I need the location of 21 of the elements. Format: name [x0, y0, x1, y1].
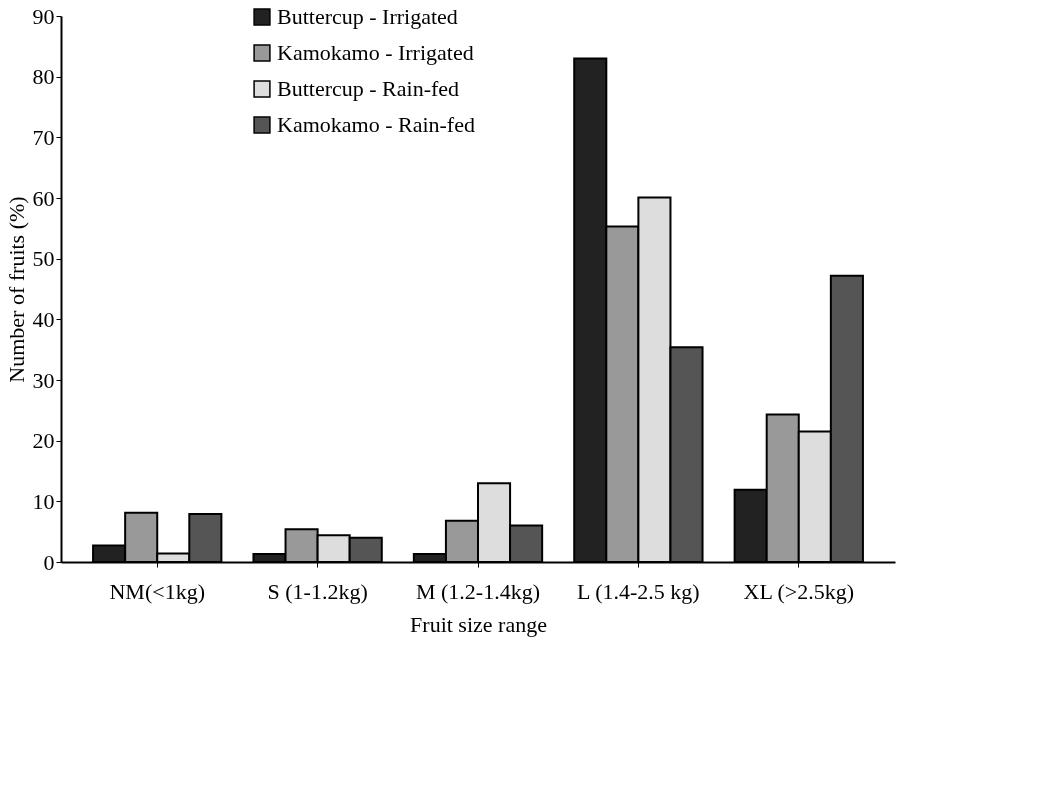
- y-tick-label: 90: [32, 3, 55, 29]
- y-tick-label: 40: [32, 306, 55, 332]
- y-tick-label: 80: [32, 64, 55, 90]
- x-tick-label: L (1.4-2.5 kg): [577, 578, 700, 604]
- y-tick-label: 10: [32, 488, 55, 514]
- y-tick-label: 30: [32, 367, 55, 393]
- x-tick-label: NM(<1kg): [109, 578, 205, 604]
- y-tick-label: 50: [32, 246, 55, 272]
- legend-label: Kamokamo - Irrigated: [277, 40, 474, 65]
- legend-label: Kamokamo - Rain-fed: [277, 112, 475, 137]
- y-tick-label: 20: [32, 428, 55, 454]
- x-tick-label: M (1.2-1.4kg): [415, 578, 541, 604]
- x-tick-label: XL (>2.5kg): [743, 578, 855, 604]
- legend-label: Buttercup - Rain-fed: [277, 76, 460, 101]
- y-tick-label: 70: [32, 124, 55, 150]
- legend-label: Buttercup - Irrigated: [277, 4, 458, 29]
- x-tick-label: S (1-1.2kg): [267, 578, 368, 604]
- y-tick-label: 60: [32, 185, 55, 211]
- y-axis-title: Number of fruits (%): [3, 196, 29, 383]
- x-axis-title: Fruit size range: [410, 611, 547, 637]
- y-tick-label: 0: [43, 549, 55, 575]
